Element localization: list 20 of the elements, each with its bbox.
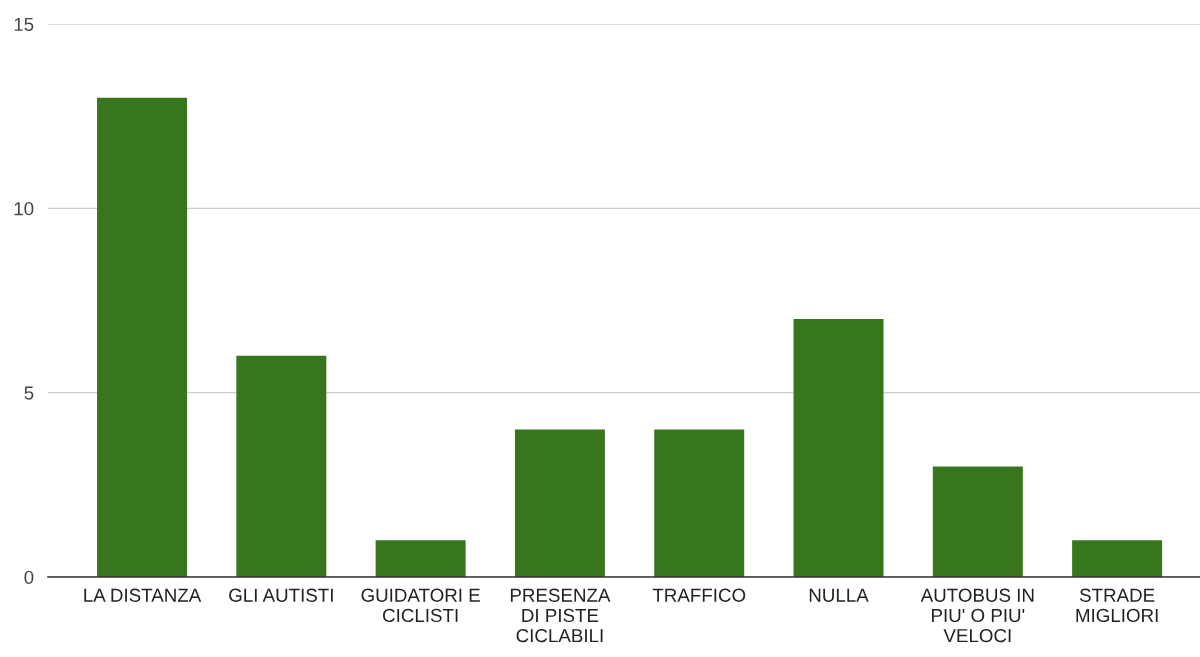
y-tick-label: 15 — [14, 17, 34, 31]
bar — [97, 97, 188, 577]
bar — [236, 355, 327, 577]
bar — [514, 429, 605, 577]
x-tick-label: TRAFFICO — [652, 588, 746, 602]
x-tick-label: AUTOBUS IN PIU' O PIU' VELOCI — [920, 588, 1034, 643]
y-tick-label: 0 — [24, 570, 34, 584]
x-tick-label: NULLA — [809, 588, 869, 602]
y-tick-label: 5 — [24, 386, 34, 400]
x-tick-label: GUIDATORI E CICLISTI — [361, 588, 480, 623]
bar — [654, 429, 745, 577]
x-tick-label: PRESENZA DI PISTE CICLABILI — [510, 588, 611, 643]
bar — [793, 318, 884, 577]
x-tick-label: LA DISTANZA — [84, 588, 202, 602]
y-tick-label: 10 — [14, 202, 34, 216]
bar — [932, 466, 1023, 577]
x-tick-label: GLI AUTISTI — [229, 588, 333, 602]
x-tick-label: STRADE MIGLIORI — [1076, 588, 1158, 623]
bar — [1072, 540, 1163, 577]
bar — [375, 540, 466, 577]
